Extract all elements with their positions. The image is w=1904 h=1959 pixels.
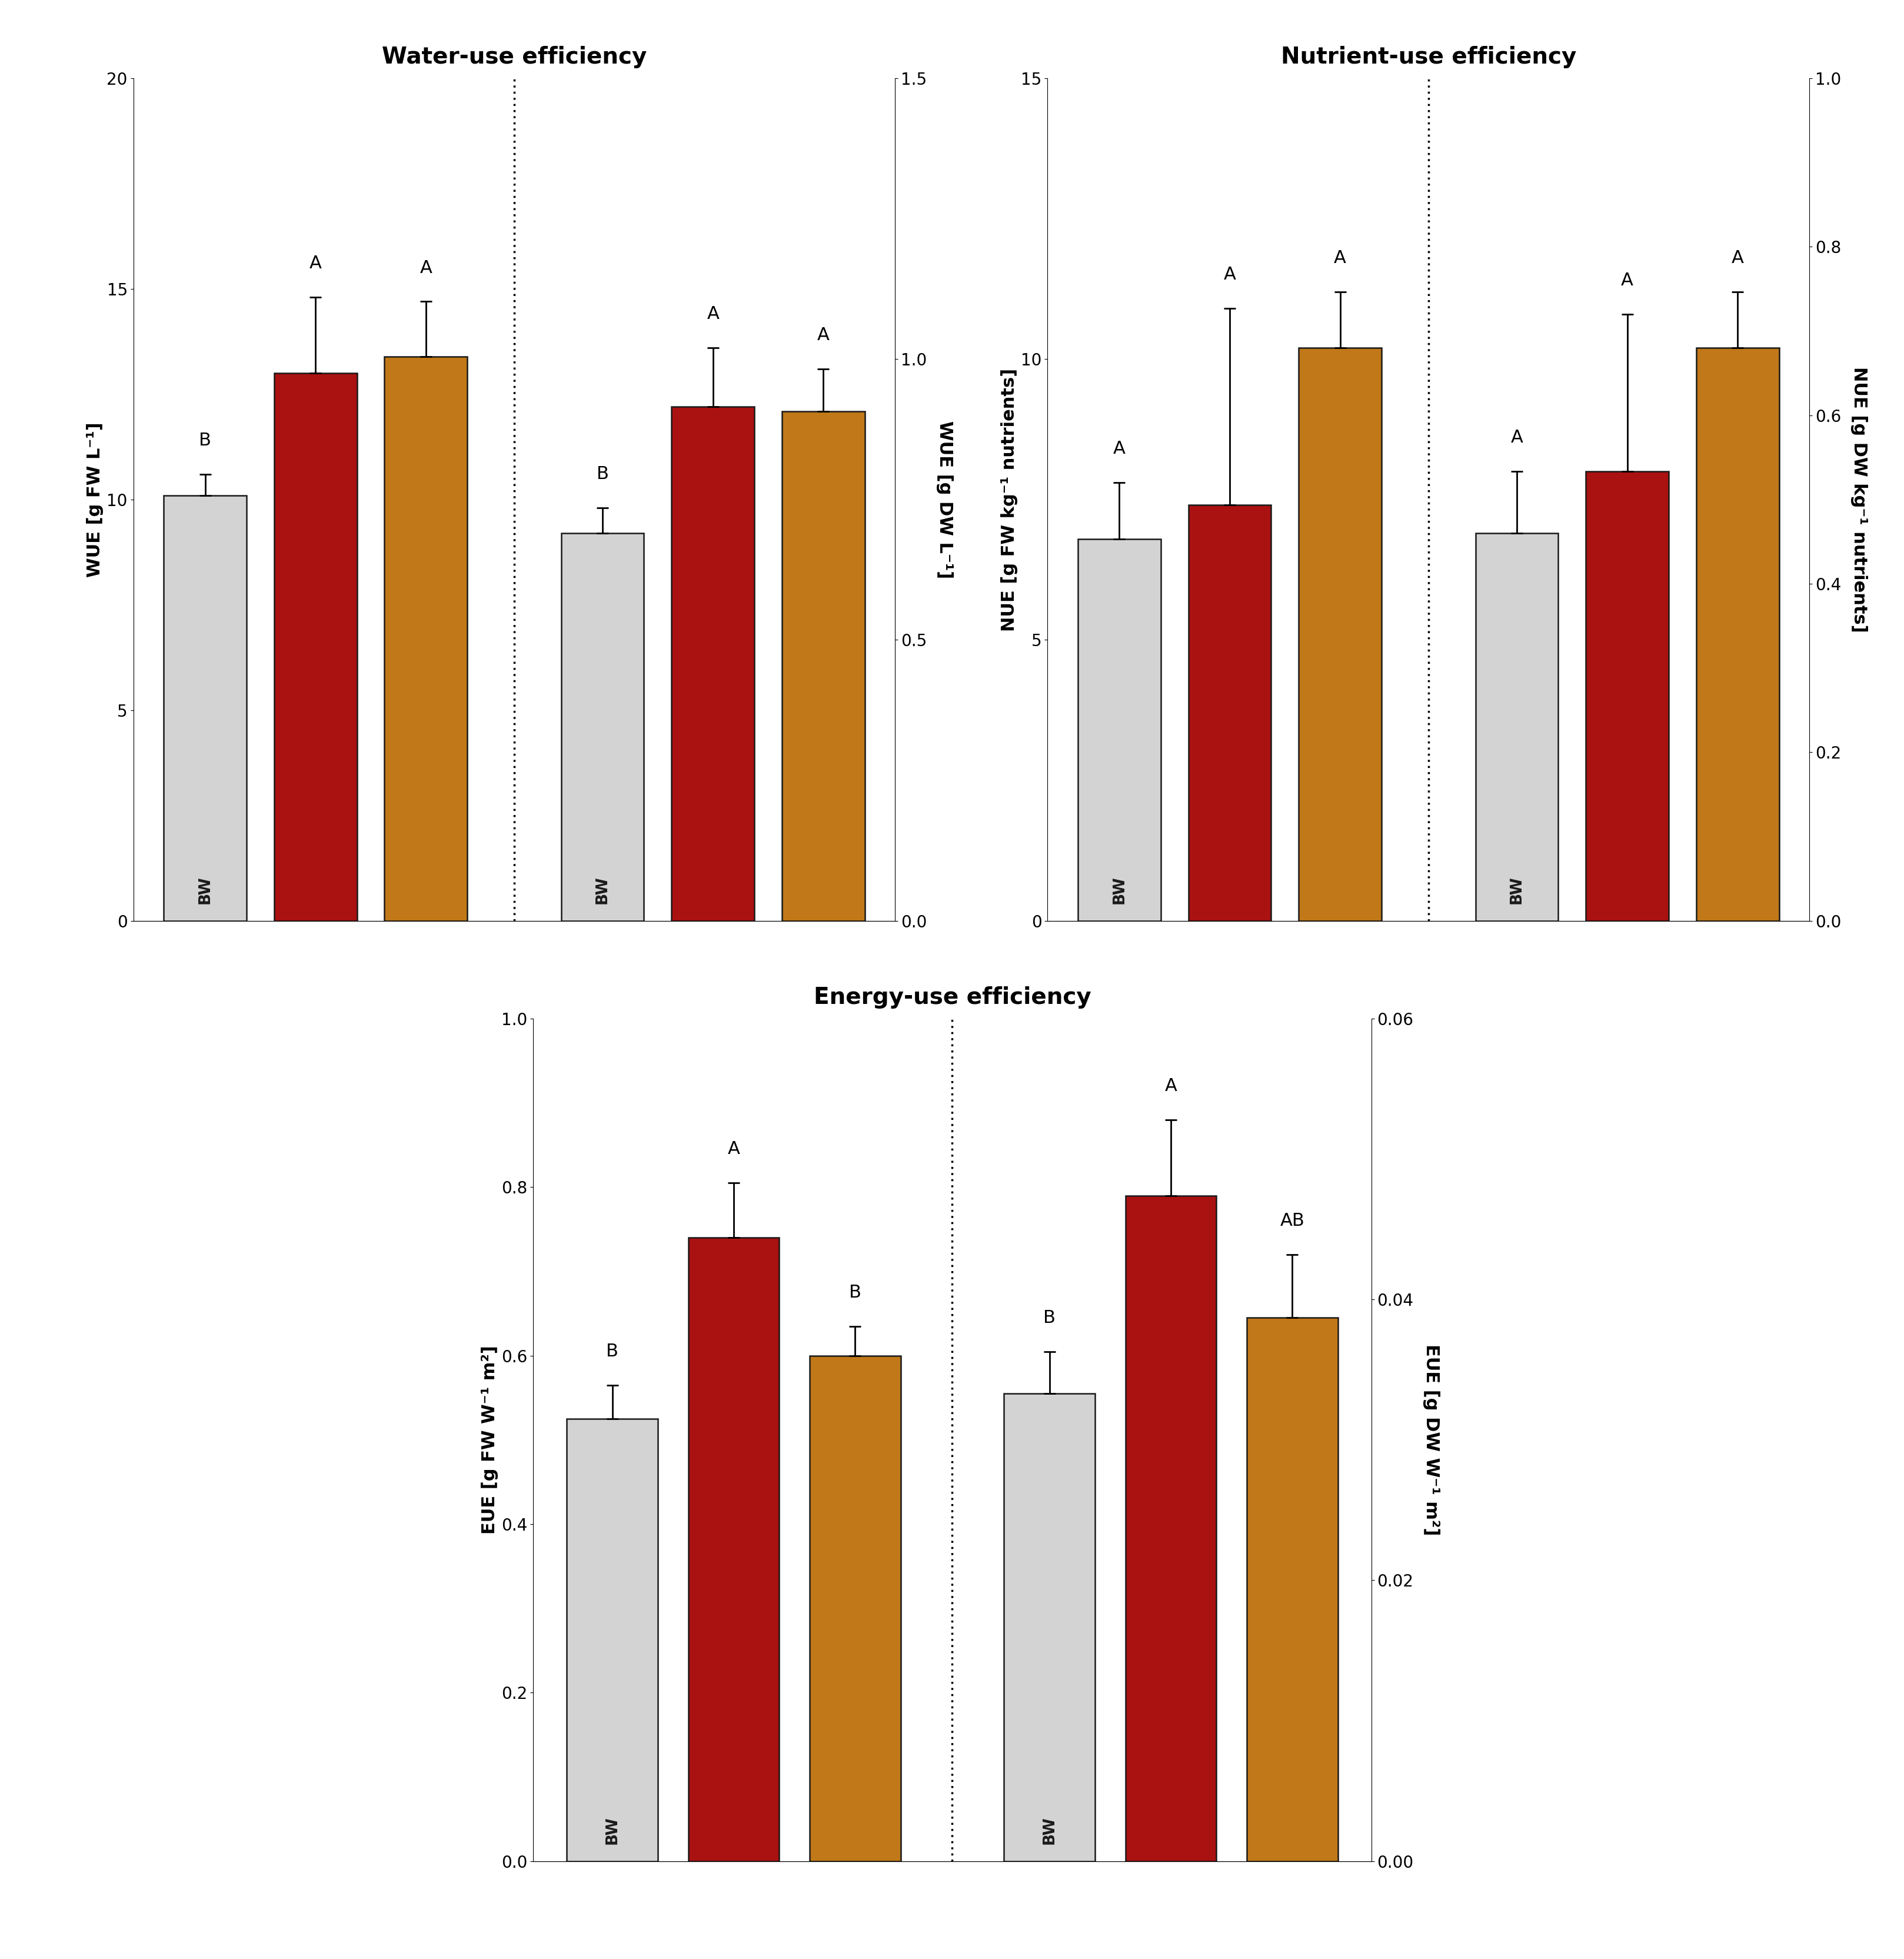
Text: A: A	[1165, 1077, 1177, 1095]
Text: BW: BW	[1112, 876, 1127, 903]
Y-axis label: EUE [g FW W⁻¹ m²]: EUE [g FW W⁻¹ m²]	[482, 1346, 499, 1534]
Text: A: A	[1112, 441, 1125, 458]
Text: A: A	[1731, 249, 1744, 266]
Bar	[1586, 472, 1668, 921]
Text: A: A	[817, 327, 830, 343]
Text: BW + FR: BW + FR	[1163, 1769, 1179, 1843]
Text: BW: BW	[604, 1816, 619, 1843]
Text: A: A	[1333, 249, 1346, 266]
Bar	[385, 357, 466, 921]
Bar	[809, 1356, 901, 1861]
Text: BW + FR: BW + FR	[725, 1769, 741, 1843]
Bar	[1299, 349, 1380, 921]
Bar	[1003, 1393, 1095, 1861]
Bar	[567, 1418, 657, 1861]
Bar	[783, 411, 864, 921]
Text: A: A	[308, 255, 322, 272]
Text: B: B	[849, 1283, 861, 1301]
Text: B: B	[596, 466, 609, 482]
Bar	[687, 1238, 779, 1861]
Y-axis label: NUE [g FW kg⁻¹ nutrients]: NUE [g FW kg⁻¹ nutrients]	[1000, 368, 1017, 631]
Text: BW + FR: BW + FR	[1618, 829, 1634, 903]
Bar	[1476, 533, 1557, 921]
Title: Nutrient-use efficiency: Nutrient-use efficiency	[1279, 45, 1577, 69]
Bar	[164, 496, 246, 921]
Text: A: A	[419, 259, 432, 276]
Text: BW + FR: BW + FR	[308, 829, 324, 903]
Y-axis label: NUE [g DW kg⁻¹ nutrients]: NUE [g DW kg⁻¹ nutrients]	[1849, 366, 1866, 633]
Text: B: B	[605, 1342, 619, 1360]
Bar	[1247, 1318, 1337, 1861]
Bar	[672, 407, 754, 921]
Y-axis label: EUE [g DW W⁻¹ m²]: EUE [g DW W⁻¹ m²]	[1422, 1344, 1439, 1536]
Text: BW + FR: BW + FR	[1222, 829, 1238, 903]
Text: B: B	[198, 431, 211, 449]
Bar	[1125, 1195, 1217, 1861]
Text: BW + EOD-FR: BW + EOD-FR	[1285, 1726, 1300, 1843]
Text: BW + EOD-FR: BW + EOD-FR	[847, 1726, 863, 1843]
Text: BW + EOD-FR: BW + EOD-FR	[1729, 786, 1744, 903]
Text: BW + EOD-FR: BW + EOD-FR	[419, 786, 434, 903]
Bar	[562, 533, 644, 921]
Text: BW + EOD-FR: BW + EOD-FR	[815, 786, 830, 903]
Y-axis label: WUE [g FW L⁻¹]: WUE [g FW L⁻¹]	[86, 421, 103, 578]
Bar	[1696, 349, 1778, 921]
Text: A: A	[1620, 272, 1634, 290]
Text: BW + EOD-FR: BW + EOD-FR	[1333, 786, 1348, 903]
Text: BW: BW	[594, 876, 609, 903]
Text: AB: AB	[1279, 1213, 1304, 1230]
Text: BW: BW	[198, 876, 213, 903]
Text: BW: BW	[1041, 1816, 1057, 1843]
Text: A: A	[706, 306, 720, 323]
Text: A: A	[1222, 266, 1236, 284]
Title: Water-use efficiency: Water-use efficiency	[381, 45, 647, 69]
Text: B: B	[1043, 1309, 1055, 1326]
Text: A: A	[727, 1140, 739, 1158]
Bar	[1078, 539, 1160, 921]
Bar	[1188, 505, 1270, 921]
Text: A: A	[1510, 429, 1523, 447]
Bar	[274, 372, 356, 921]
Text: BW + FR: BW + FR	[704, 829, 720, 903]
Title: Energy-use efficiency: Energy-use efficiency	[813, 985, 1091, 1009]
Y-axis label: WUE [g DW L⁻¹]: WUE [g DW L⁻¹]	[935, 421, 952, 578]
Text: BW: BW	[1508, 876, 1523, 903]
